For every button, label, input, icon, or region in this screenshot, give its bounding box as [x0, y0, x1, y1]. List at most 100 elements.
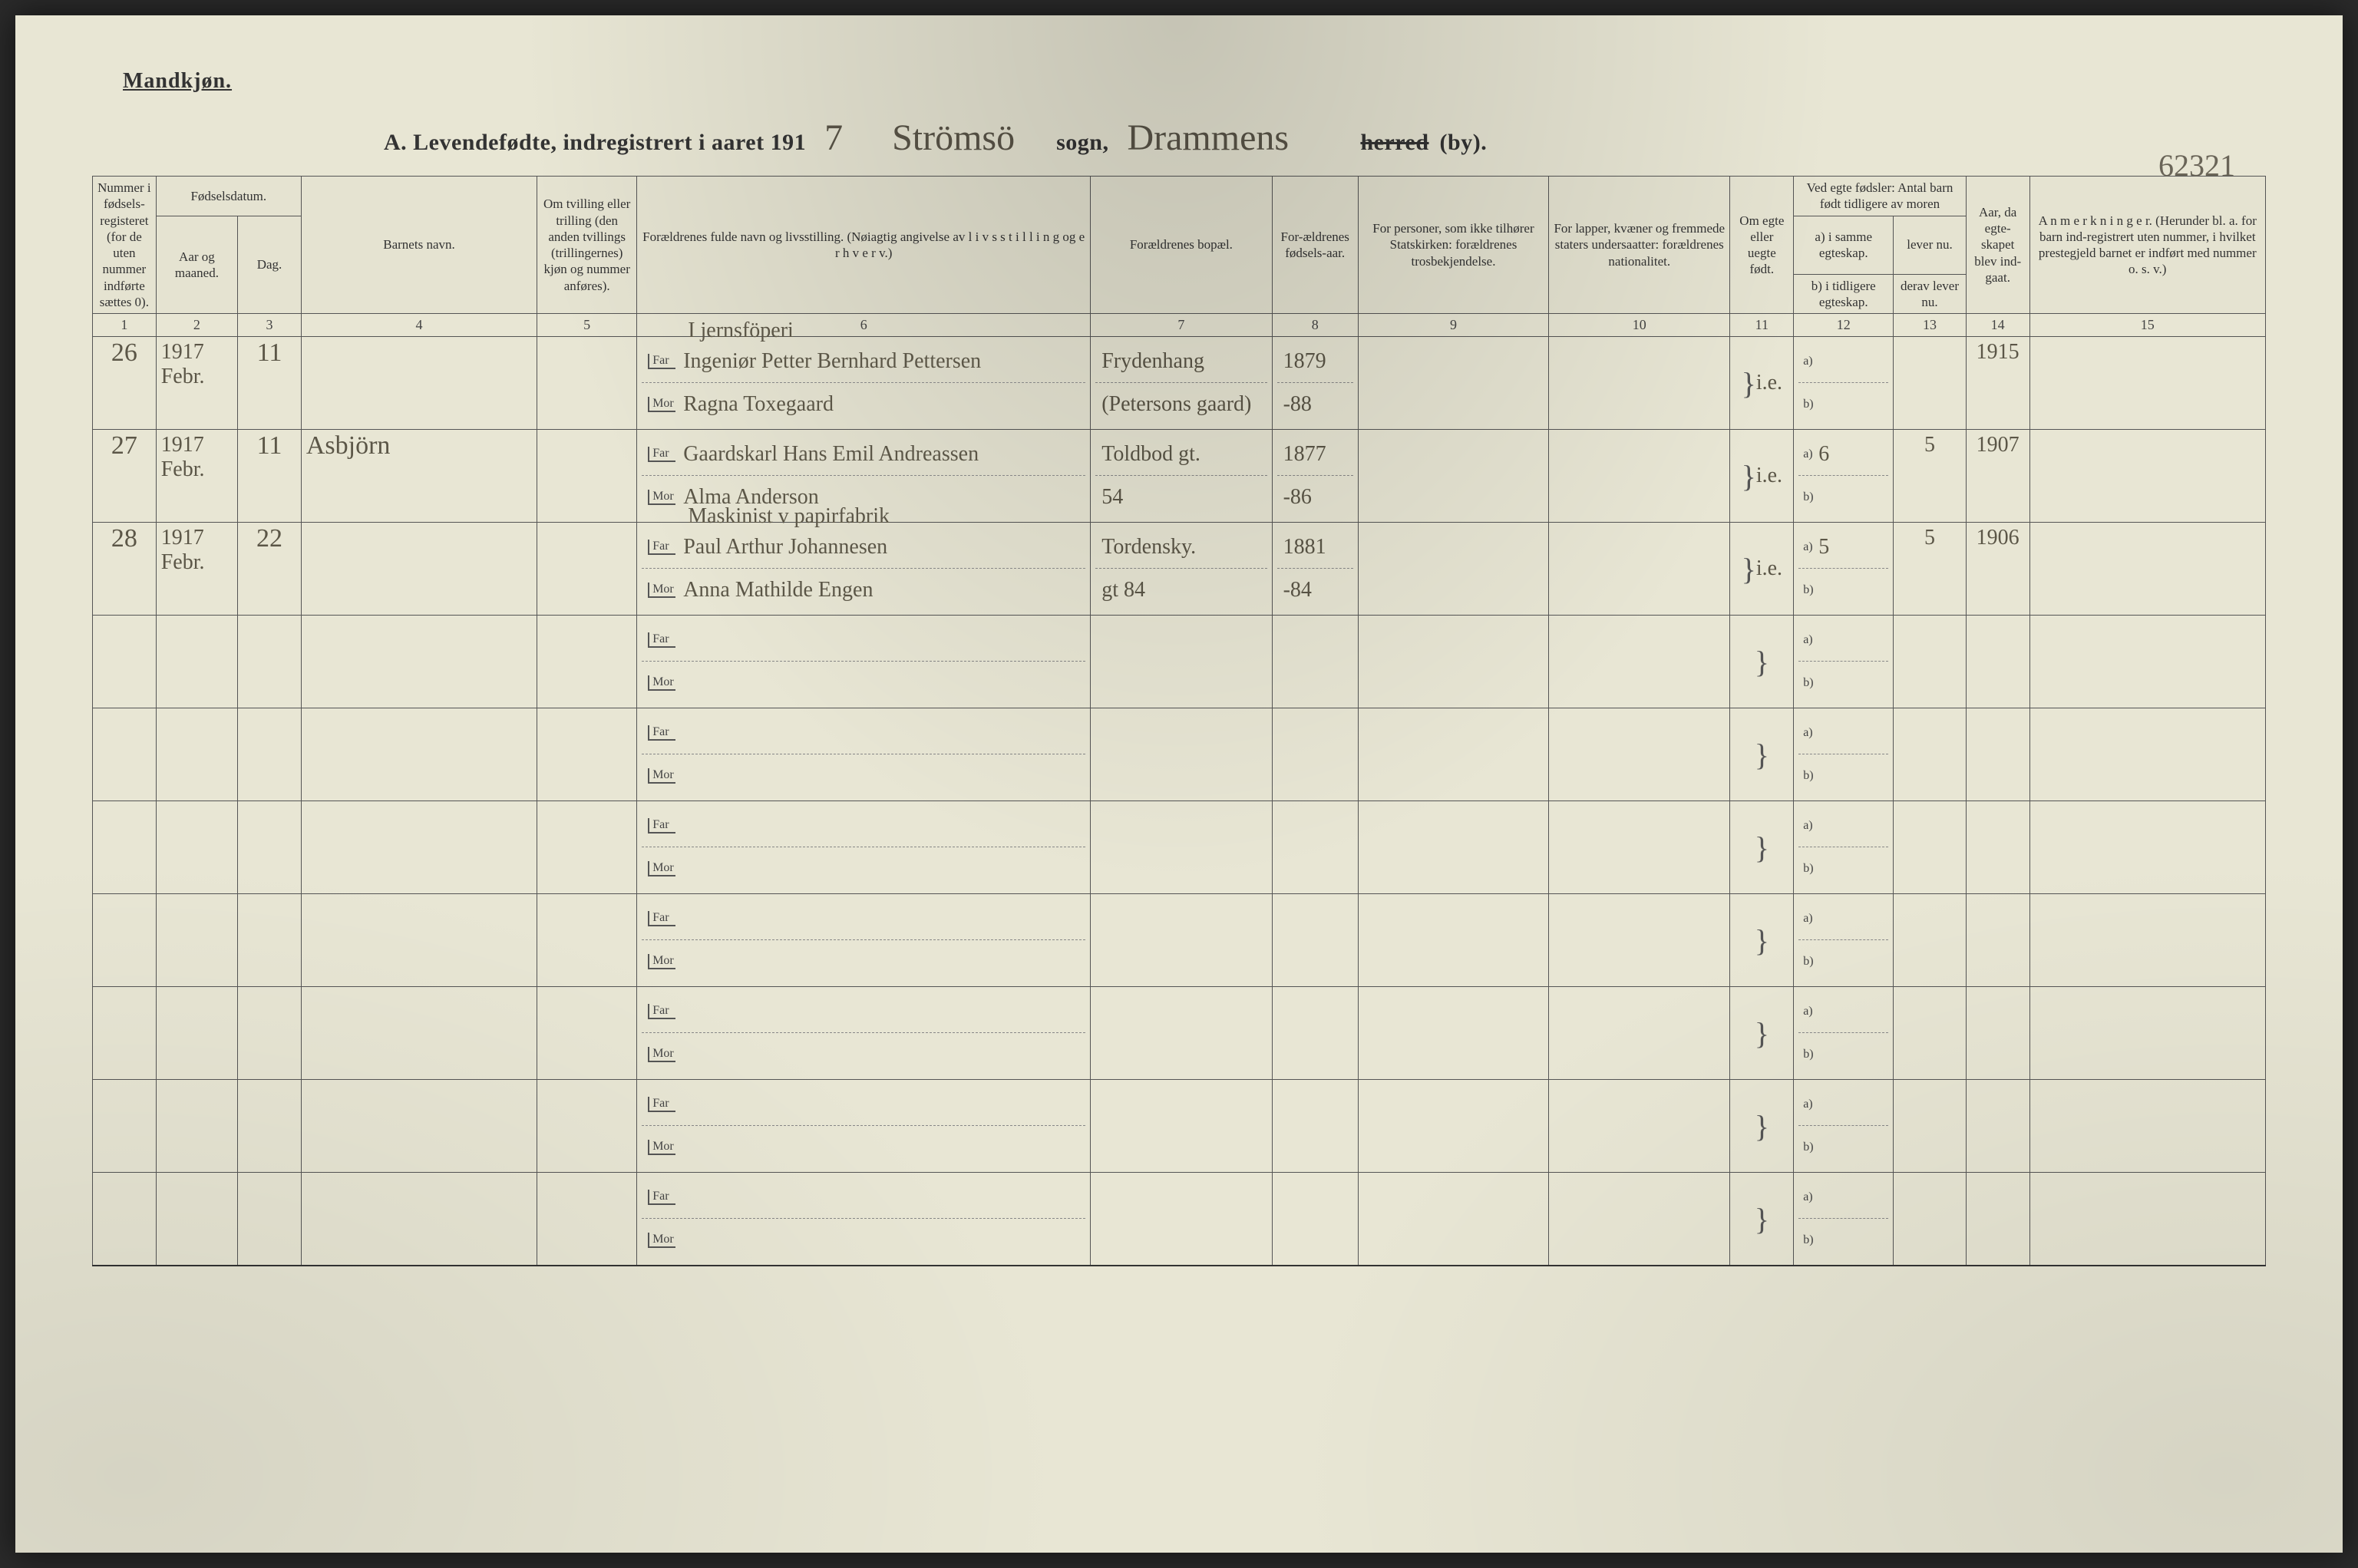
marriage-year: 1906	[1977, 526, 2019, 550]
entry-number: 27	[111, 431, 137, 460]
blank-cell	[156, 1173, 237, 1266]
blank-cell	[537, 801, 637, 894]
blank-cell	[301, 1173, 537, 1266]
cell-parents: Maskinist v papirfabrikFarPaul Arthur Jo…	[637, 523, 1091, 616]
blank-cell	[301, 894, 537, 987]
cell-prev-children: a)5b)	[1794, 523, 1894, 616]
page-heading: A. Levendefødte, indregistrert i aaret 1…	[384, 117, 2266, 159]
blank-cell	[1549, 1173, 1730, 1266]
label-far: Far	[648, 1004, 675, 1019]
blank-cell: FarMor	[637, 801, 1091, 894]
father-name: Paul Arthur Johannesen	[683, 535, 887, 560]
blank-cell	[238, 708, 302, 801]
blank-cell	[93, 801, 157, 894]
blank-cell: a)b)	[1794, 708, 1894, 801]
father-birthyear: 1877	[1283, 442, 1326, 467]
label-mor: Mor	[648, 490, 675, 505]
brace-icon: }	[1755, 923, 1769, 959]
blank-cell	[2029, 801, 2265, 894]
column-number-row: 1 2 3 4 5 6 7 8 9 10 11 12 13 14 15	[93, 314, 2266, 337]
entry-month: Febr.	[161, 365, 233, 389]
cell-child-name: Asbjörn	[301, 430, 537, 523]
cell-alive: 5	[1894, 430, 1967, 523]
marriage-year: 1915	[1977, 340, 2019, 364]
blank-cell	[537, 1173, 637, 1266]
mother-bopel: 54	[1101, 485, 1123, 510]
hdr-tros: For personer, som ikke tilhører Statskir…	[1358, 177, 1548, 314]
blank-cell	[1091, 894, 1272, 987]
brace-icon: }	[1742, 458, 1756, 494]
blank-cell	[1358, 801, 1548, 894]
brace-icon: }	[1755, 737, 1769, 773]
blank-cell	[301, 616, 537, 708]
blank-cell: a)b)	[1794, 987, 1894, 1080]
entry-year: 1917	[161, 526, 233, 550]
label-far: Far	[648, 818, 675, 834]
father-birthyear: 1879	[1283, 349, 1326, 374]
entry-number: 28	[111, 524, 137, 553]
blank-cell	[2029, 1173, 2265, 1266]
c12a-value: 6	[1818, 442, 1829, 467]
hdr-foreldre: Forældrenes fulde navn og livsstilling. …	[637, 177, 1091, 314]
cell-remarks	[2029, 523, 2265, 616]
heading-by: (by).	[1440, 130, 1488, 156]
blank-cell	[238, 894, 302, 987]
blank-cell: FarMor	[637, 894, 1091, 987]
blank-cell: FarMor	[637, 616, 1091, 708]
blank-cell: FarMor	[637, 1080, 1091, 1173]
blank-cell	[1358, 894, 1548, 987]
mother-bopel: (Petersons gaard)	[1101, 392, 1251, 417]
blank-cell	[238, 616, 302, 708]
blank-cell	[2029, 894, 2265, 987]
blank-cell	[93, 1173, 157, 1266]
cell-tros	[1358, 430, 1548, 523]
cell-bopel: Toldbod gt.54	[1091, 430, 1272, 523]
label-a: a)	[1803, 633, 1818, 647]
cell-number: 27	[93, 430, 157, 523]
hdr-c12a: a) i samme egteskap.	[1794, 216, 1894, 274]
blank-cell	[1894, 708, 1967, 801]
label-b: b)	[1803, 955, 1818, 969]
blank-cell	[1894, 801, 1967, 894]
blank-cell	[156, 708, 237, 801]
label-far: Far	[648, 447, 675, 462]
blank-cell	[1091, 616, 1272, 708]
label-a: a)	[1803, 355, 1818, 368]
label-a: a)	[1803, 1190, 1818, 1204]
blank-cell	[301, 801, 537, 894]
brace-icon: }	[1742, 551, 1756, 587]
ledger-table: Nummer i fødsels-registeret (for de uten…	[92, 176, 2266, 1266]
colnum: 13	[1894, 314, 1967, 337]
blank-cell	[238, 1173, 302, 1266]
cell-marriage-year: 1906	[1966, 523, 2029, 616]
entry-month: Febr.	[161, 457, 233, 482]
blank-cell	[1966, 987, 2029, 1080]
colnum: 4	[301, 314, 537, 337]
blank-cell: a)b)	[1794, 801, 1894, 894]
egte-value: i.e.	[1756, 464, 1782, 488]
blank-cell: }	[1730, 894, 1794, 987]
blank-cell	[1549, 616, 1730, 708]
label-b: b)	[1803, 769, 1818, 783]
colnum: 15	[2029, 314, 2265, 337]
colnum: 2	[156, 314, 237, 337]
entry-month: Febr.	[161, 550, 233, 575]
blank-cell	[1966, 894, 2029, 987]
table-row: 281917Febr.22Maskinist v papirfabrikFarP…	[93, 523, 2266, 616]
blank-cell	[2029, 1080, 2265, 1173]
child-name: Asbjörn	[306, 431, 391, 460]
blank-cell	[1358, 1080, 1548, 1173]
blank-cell	[1272, 894, 1358, 987]
brace-icon: }	[1755, 1201, 1769, 1237]
c12a-value: 5	[1818, 535, 1829, 560]
blank-cell	[238, 801, 302, 894]
cell-year-month: 1917Febr.	[156, 523, 237, 616]
table-row-blank: FarMor}a)b)	[93, 987, 2266, 1080]
cell-twin	[537, 337, 637, 430]
brace-icon: }	[1742, 365, 1756, 401]
entry-number: 26	[111, 338, 137, 367]
hdr-dag: Dag.	[238, 216, 302, 314]
blank-cell: a)b)	[1794, 616, 1894, 708]
blank-cell	[301, 708, 537, 801]
blank-cell	[1549, 708, 1730, 801]
